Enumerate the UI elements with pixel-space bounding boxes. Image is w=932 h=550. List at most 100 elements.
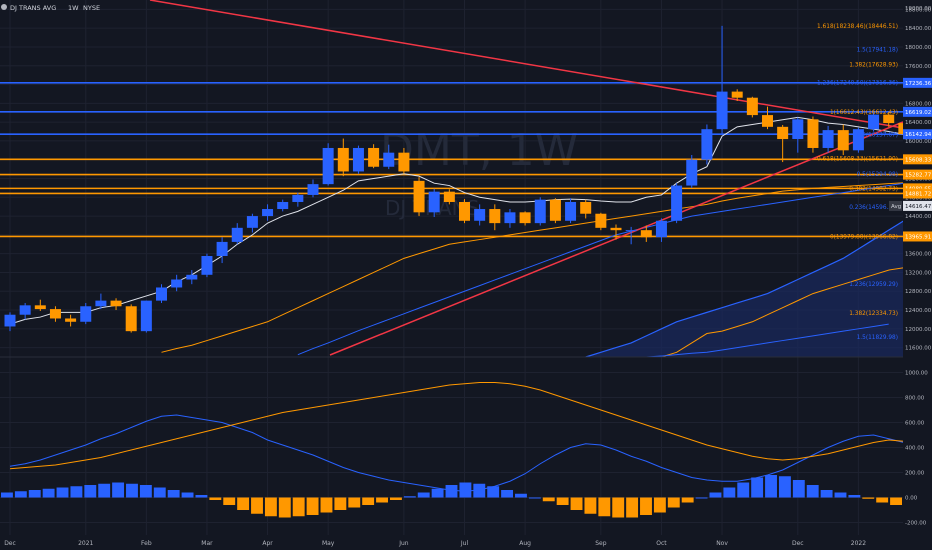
price-tick-label: 18400.00 — [905, 26, 932, 32]
histogram-bar — [640, 497, 652, 515]
candle-body — [156, 287, 167, 301]
price-tag-label: 16142.94 — [905, 132, 932, 138]
osc-tick-label: 200.00 — [905, 471, 925, 477]
orange-projection-line — [631, 267, 904, 358]
descending-trendline[interactable] — [149, 0, 904, 129]
histogram-bar — [445, 485, 458, 498]
fib-level-label: 0(13979.88)(13966.82) — [830, 234, 898, 240]
fib-level-label: 1.382(12334.73) — [849, 311, 898, 317]
candle-body — [34, 305, 46, 310]
histogram-bar — [542, 497, 555, 502]
orange-moving-average — [161, 182, 904, 353]
price-tag-bg — [903, 154, 932, 165]
histogram-bar — [723, 487, 736, 498]
time-tick-label: Oct — [656, 540, 667, 547]
candle-body — [489, 209, 501, 224]
price-tag-label: 15608.33 — [905, 157, 932, 163]
fib-level-label: 1.5(17941.18) — [857, 48, 898, 54]
fib-level-label: 1.5(11829.98) — [857, 335, 898, 341]
price-tag-bg — [903, 169, 932, 180]
candle-body — [186, 274, 198, 280]
symbol-interval: 1W — [68, 4, 79, 12]
histogram-bar — [528, 497, 541, 499]
time-axis[interactable]: Dec 2021 Feb Mar Apr May Jun Jul Aug Sep Oct Nov Dec… — [4, 540, 866, 547]
price-tick-label: 13600.00 — [905, 252, 932, 258]
histogram-bar — [237, 497, 250, 510]
histogram-bar — [403, 496, 416, 498]
histogram-bar — [584, 497, 597, 514]
price-axis[interactable] — [903, 0, 932, 550]
candle-body — [337, 147, 349, 172]
histogram-bar — [153, 487, 166, 498]
fib-level-label: 0.382(14982.73) — [849, 187, 898, 193]
candle-body — [565, 201, 577, 221]
symbol-exchange: NYSE — [83, 4, 100, 12]
candle-body — [852, 129, 864, 151]
price-tick-label: 12400.00 — [905, 308, 932, 314]
price-tick-label: 13200.00 — [905, 270, 932, 276]
candle-body — [383, 152, 395, 167]
histogram-bar — [14, 491, 27, 498]
candle-body — [883, 114, 895, 124]
candle-body — [474, 209, 486, 221]
histogram-bar — [681, 497, 694, 503]
candle-body — [277, 201, 289, 210]
histogram-bar — [792, 480, 805, 498]
histogram-bar — [84, 485, 97, 498]
histogram-bar — [251, 497, 263, 514]
blue-projection-line — [646, 323, 889, 358]
histogram-bar — [515, 493, 527, 498]
candle-body — [640, 230, 652, 238]
fib-labels: 1.618(18238.46)(18446.51) 1.5(17941.18) 1.… — [817, 24, 898, 341]
candle-body — [701, 129, 713, 160]
histogram-bar — [848, 495, 861, 498]
time-tick-label: Nov — [716, 540, 728, 547]
ichimoku-cloud — [585, 204, 932, 358]
candle-body — [428, 191, 440, 213]
histogram-bar — [487, 486, 500, 498]
price-tick-label: 19000.00 — [905, 6, 932, 12]
candle-body — [322, 147, 334, 185]
candle-body — [352, 147, 364, 172]
candle-body — [80, 306, 92, 322]
histogram-bar — [126, 483, 138, 498]
histogram-bar — [626, 497, 639, 518]
time-tick-label: Feb — [141, 540, 152, 547]
histogram-bar — [181, 492, 194, 498]
price-tick-label: 17600.00 — [905, 64, 932, 70]
price-tag-label: 17236.36 — [905, 81, 932, 87]
price-tag-label: 13965.91 — [905, 234, 931, 240]
candle-body — [231, 227, 243, 242]
histogram-bar — [751, 477, 764, 498]
candle-body — [777, 126, 789, 140]
candle-body — [534, 199, 546, 224]
fib-level-label: 1.618(18238.46)(18446.51) — [817, 24, 898, 30]
histogram-bar — [431, 488, 444, 498]
histogram-bar — [223, 497, 236, 505]
price-tag-bg — [903, 231, 932, 242]
histogram-bar — [501, 490, 514, 498]
price-tick-label: 18800.00 — [905, 7, 932, 13]
histogram-bar — [876, 497, 889, 503]
price-tag-bg — [903, 106, 932, 117]
price-tick-label: 18000.00 — [905, 45, 932, 51]
blue-moving-average — [297, 182, 904, 356]
histogram-bar — [834, 492, 847, 498]
candle-body — [246, 216, 258, 228]
candle-body — [731, 91, 743, 98]
osc-tick-label: -200.00 — [905, 521, 927, 527]
histogram-bar — [362, 497, 375, 505]
candle-body — [413, 180, 425, 213]
price-tag-bg — [903, 183, 932, 194]
candle-body — [746, 97, 758, 116]
histogram-bar — [778, 476, 791, 498]
price-tick-label: 14400.00 — [905, 214, 932, 220]
candle-body — [216, 241, 228, 257]
histogram-bar — [862, 497, 875, 499]
time-tick-label: Dec — [4, 540, 16, 547]
candle-body — [459, 201, 470, 221]
symbol-header[interactable]: DJ TRANS AVG 1W NYSE — [1, 4, 100, 12]
osc-tick-label: 800.00 — [905, 396, 925, 402]
